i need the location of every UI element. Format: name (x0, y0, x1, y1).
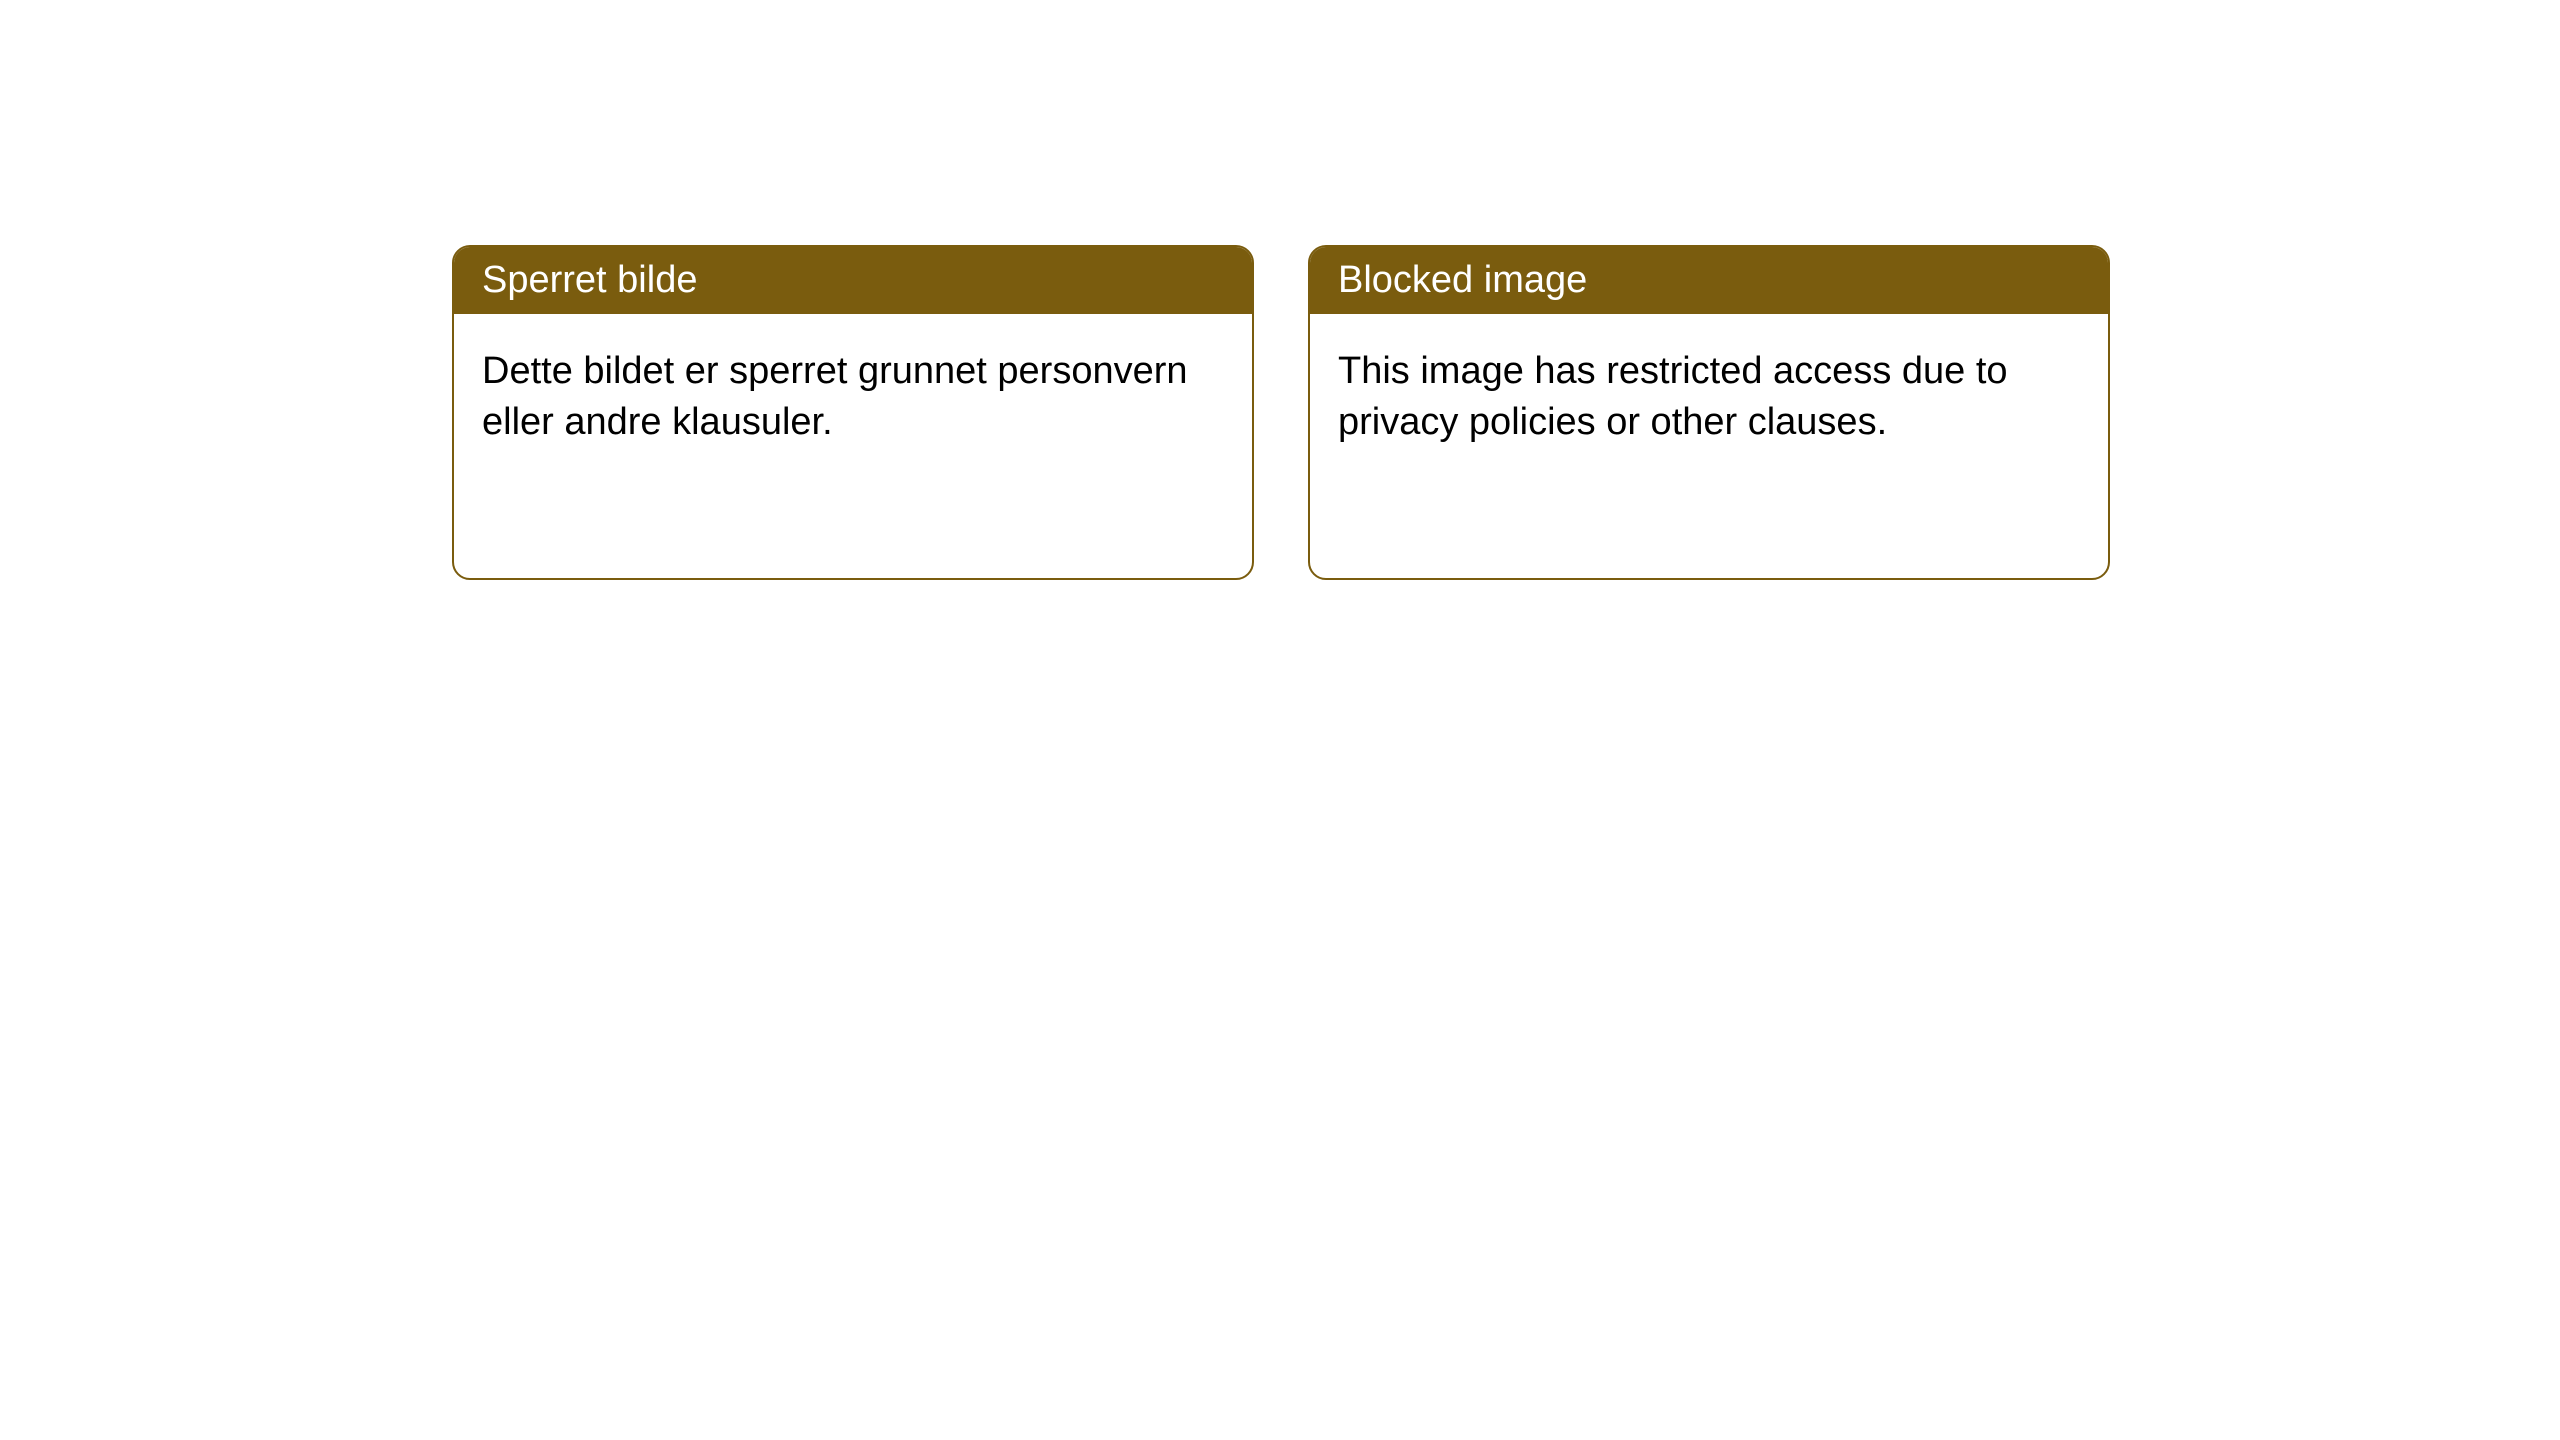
notice-body: Dette bildet er sperret grunnet personve… (454, 314, 1252, 481)
notice-body: This image has restricted access due to … (1310, 314, 2108, 481)
notice-container: Sperret bilde Dette bildet er sperret gr… (452, 245, 2110, 580)
notice-title: Blocked image (1310, 247, 2108, 314)
notice-title: Sperret bilde (454, 247, 1252, 314)
notice-card-english: Blocked image This image has restricted … (1308, 245, 2110, 580)
notice-card-norwegian: Sperret bilde Dette bildet er sperret gr… (452, 245, 1254, 580)
